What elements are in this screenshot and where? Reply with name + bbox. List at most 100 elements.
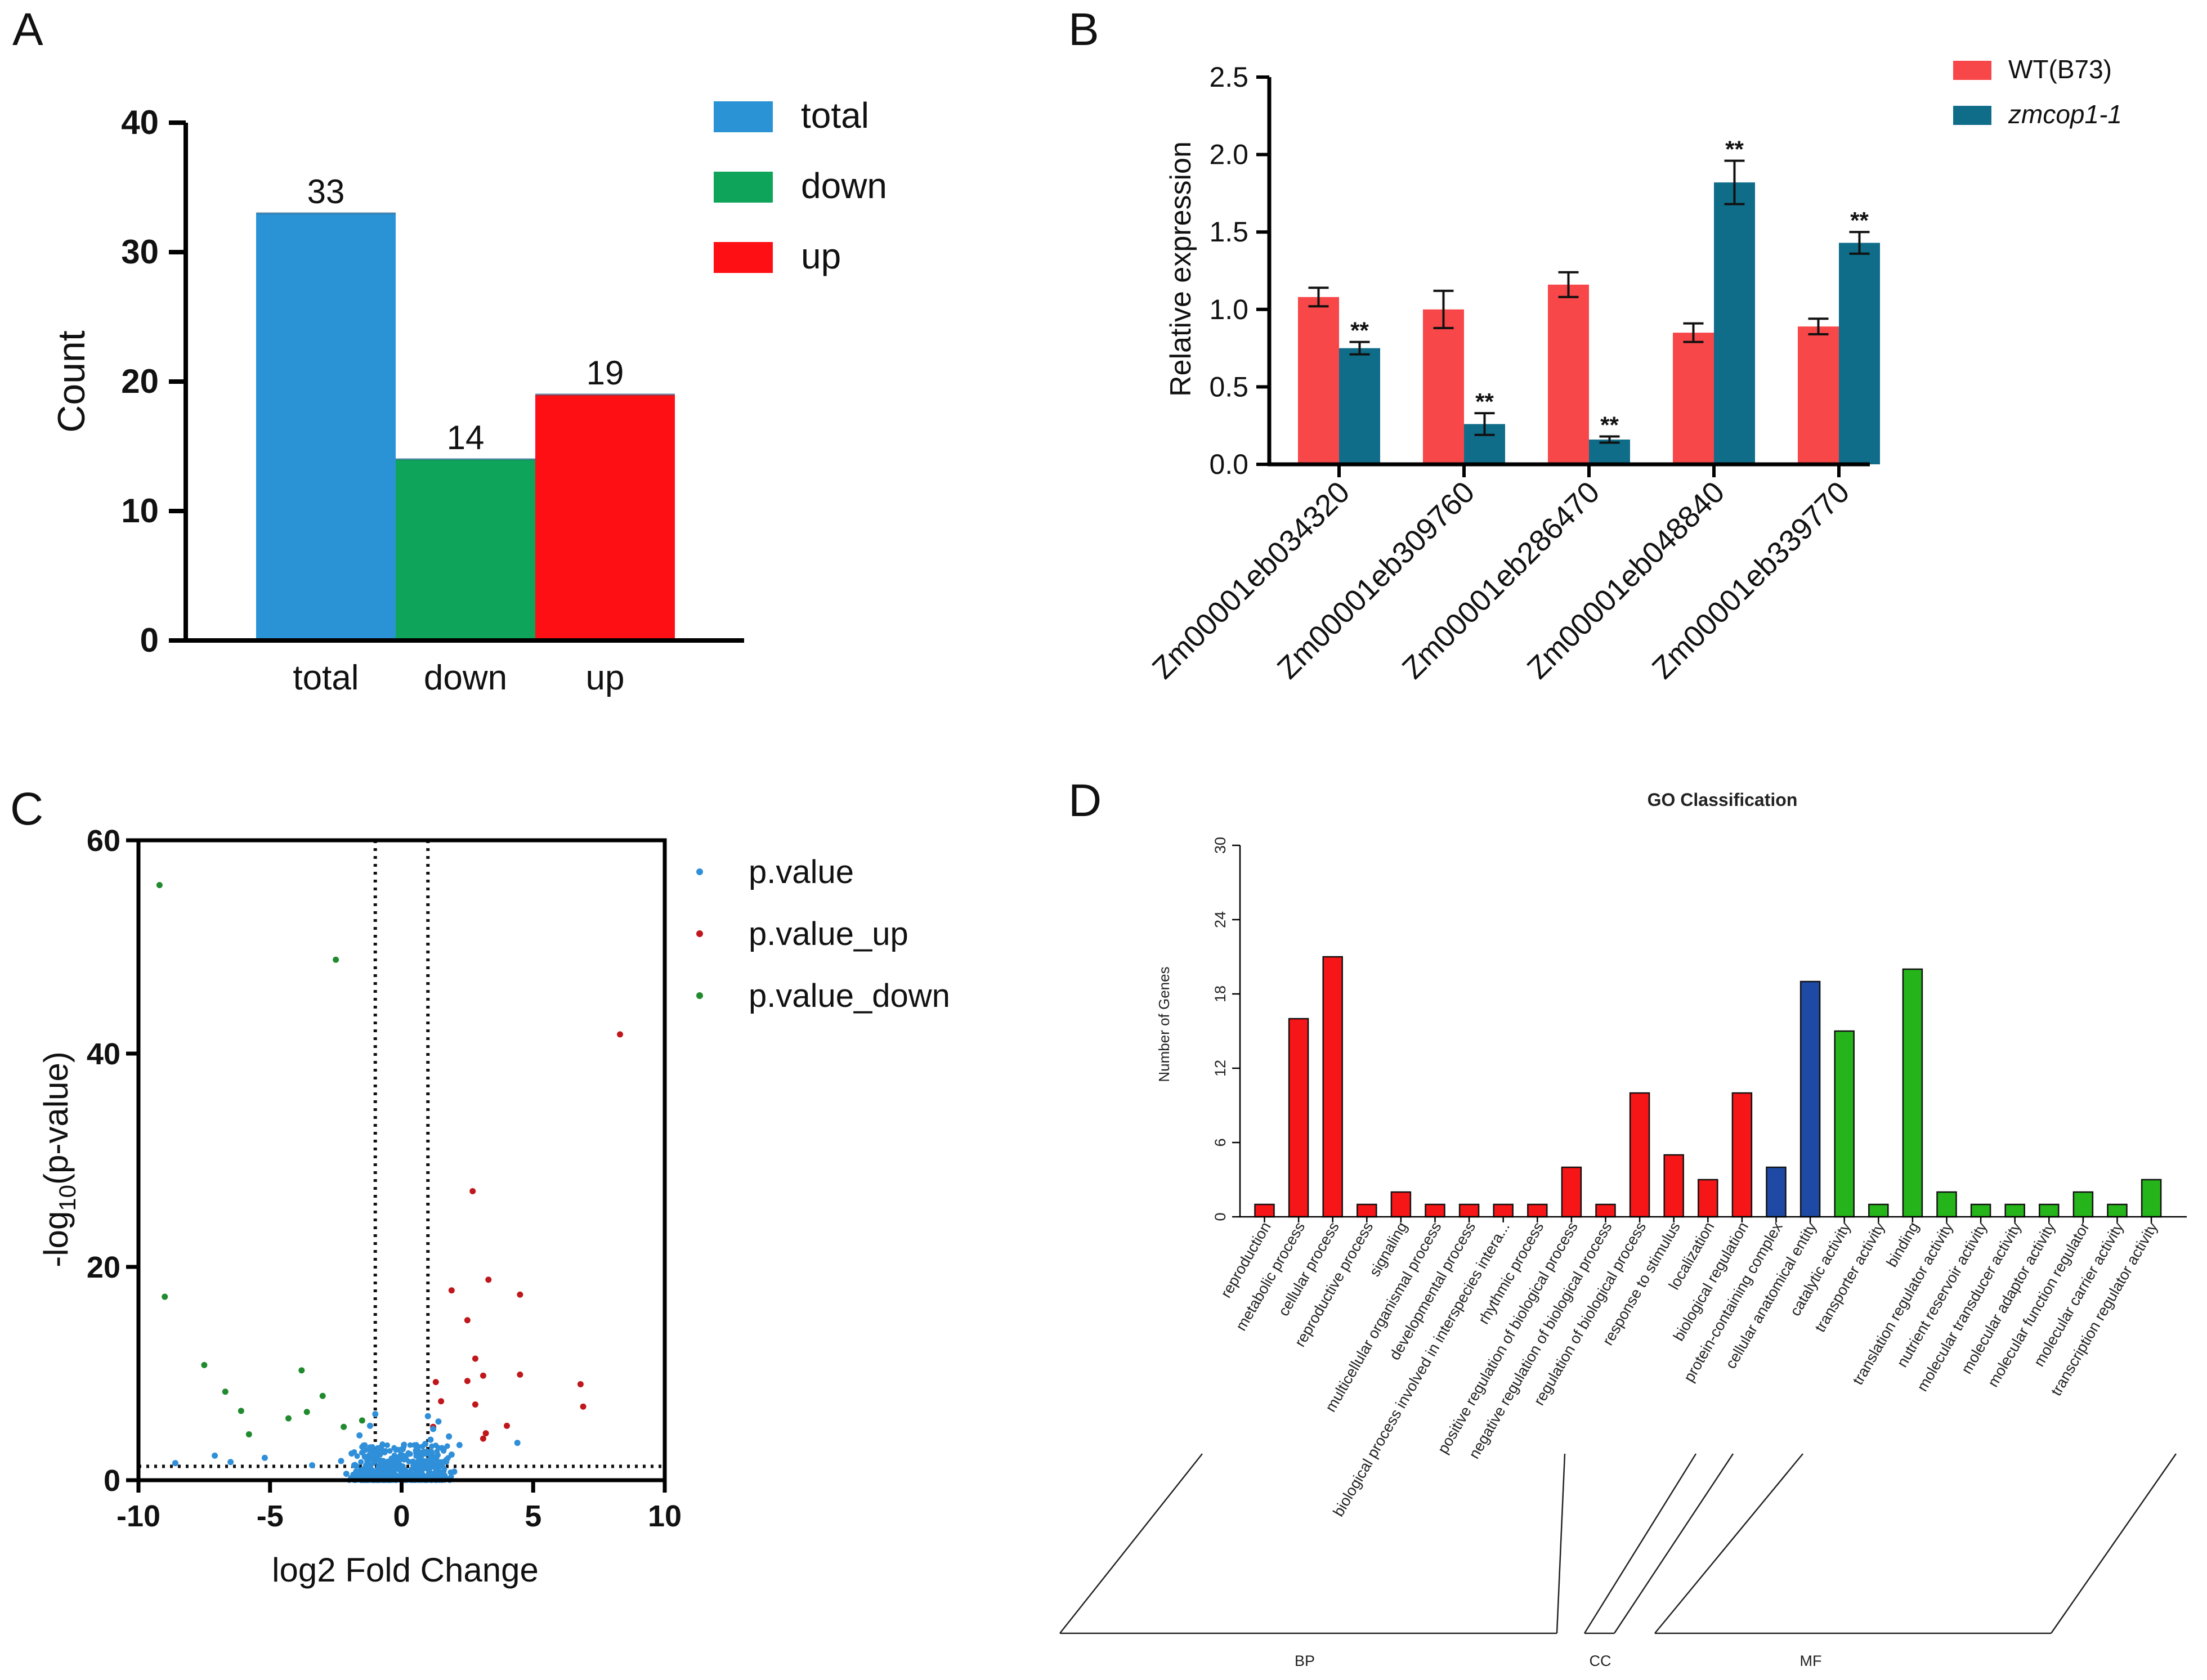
panel-c-point-p-value xyxy=(366,1422,373,1429)
panel-c-point-p-value-up xyxy=(485,1276,492,1283)
panel-d-bar-bp xyxy=(1357,1203,1377,1218)
panel-c-point-p-value xyxy=(359,1472,365,1479)
panel-c-point-cloud xyxy=(388,1460,395,1466)
panel-d-group-brackets: BP CC MF xyxy=(1059,1453,2177,1669)
panel-d-y-tick-label: 6 xyxy=(1212,1138,1229,1146)
panel-c-point-cloud xyxy=(406,1458,412,1464)
panel-c-point-p-value xyxy=(448,1451,455,1458)
panel-d-group-label: MF xyxy=(1800,1652,1822,1669)
panel-c-point-p-value-down xyxy=(333,956,339,963)
panel-c-point-cloud xyxy=(415,1444,421,1450)
panel-c-point-cloud xyxy=(379,1441,386,1447)
panel-c-point-p-value xyxy=(432,1464,439,1471)
panel-c-x-tick-label: -10 xyxy=(117,1499,160,1533)
panel-c-point-p-value-up xyxy=(577,1381,584,1387)
panel-b-y-tick-label: 0.0 xyxy=(1209,449,1248,480)
panel-b-bar-mutant xyxy=(1714,182,1755,464)
panel-d-bar-mf xyxy=(1834,1030,1855,1218)
panel-c-point-cloud xyxy=(394,1472,400,1479)
panel-b-y-tick-label: 2.5 xyxy=(1209,61,1248,93)
panel-c-point-p-value-up xyxy=(432,1379,439,1386)
panel-a-bar-up xyxy=(535,395,675,640)
panel-c-point-p-value-down xyxy=(285,1415,292,1422)
panel-b-legend-label: WT(B73) xyxy=(2008,55,2112,84)
panel-c-point-cloud xyxy=(428,1464,434,1471)
panel-a-count-chart: 0 10 20 30 40 33 14 19 total down up Count total… xyxy=(50,95,887,697)
panel-d-group-label: BP xyxy=(1295,1652,1315,1669)
panel-c-point-p-value-up xyxy=(482,1430,489,1437)
panel-d-bar-bp xyxy=(1322,956,1343,1218)
panel-c-point-p-value-up xyxy=(504,1422,510,1429)
panel-b-significance-mark: ** xyxy=(1850,207,1869,234)
panel-c-point-cloud xyxy=(384,1442,390,1448)
panel-c-y-label-sub: 10 xyxy=(54,1185,80,1211)
panel-c-x-tick-label: 5 xyxy=(525,1499,541,1533)
panel-c-point-cloud xyxy=(360,1442,366,1448)
panel-c-point-cloud xyxy=(354,1453,360,1459)
panel-c-y-tick-label: 20 xyxy=(87,1251,120,1284)
panel-a-legend-label: up xyxy=(801,236,841,276)
panel-d-title: GO Classification xyxy=(1648,790,1798,810)
panel-c-x-tick-label: 10 xyxy=(648,1499,682,1533)
panel-b-y-tick-label: 1.5 xyxy=(1209,216,1248,248)
panel-c-point-cloud xyxy=(387,1448,393,1454)
panel-d-group-bracket xyxy=(1583,1453,1734,1634)
panel-b-y-axis: 0.0 0.5 1.0 1.5 2.0 2.5 xyxy=(1209,61,1269,480)
panel-a-legend-swatch xyxy=(714,242,773,273)
panel-b-y-tick-label: 0.5 xyxy=(1209,371,1248,402)
panel-c-point-cloud xyxy=(428,1448,435,1454)
panel-d-bar-mf xyxy=(2039,1203,2060,1218)
panel-a-x-labels: total down up xyxy=(293,658,624,697)
panel-c-point-p-value xyxy=(424,1413,431,1419)
panel-d-bar-mf xyxy=(1970,1203,1991,1218)
panel-a-value-label: 14 xyxy=(447,419,485,456)
panel-c-point-p-value xyxy=(411,1465,418,1472)
panel-d-bar-bp xyxy=(1425,1203,1445,1218)
panel-d-y-tick-label: 12 xyxy=(1212,1060,1229,1077)
panel-b-bar-wt xyxy=(1798,326,1839,464)
panel-d-bar-bp xyxy=(1629,1092,1650,1218)
panel-d-bar-bp xyxy=(1731,1092,1753,1218)
panel-c-point-cloud xyxy=(373,1457,379,1463)
panel-letter-d: D xyxy=(1068,775,1102,826)
panel-c-point-p-value xyxy=(338,1458,344,1464)
panel-c-legend-marker xyxy=(696,930,703,937)
panel-c-point-p-value xyxy=(451,1468,458,1475)
panel-d-bar-bp xyxy=(1390,1191,1412,1218)
panel-a-bar-total xyxy=(256,213,396,640)
panel-d-bar-bp xyxy=(1493,1203,1514,1218)
panel-c-point-p-value xyxy=(438,1471,445,1477)
panel-c-point-p-value xyxy=(430,1426,437,1432)
panel-letter-a: A xyxy=(12,4,43,55)
panel-c-point-p-value-down xyxy=(303,1409,310,1415)
panel-c-point-cloud xyxy=(397,1463,404,1469)
panel-a-x-tick-label: down xyxy=(424,658,507,697)
panel-c-point-p-value xyxy=(377,1461,384,1468)
panel-c-y-label-tail: (p-value) xyxy=(37,1051,75,1185)
panel-d-y-tick-label: 18 xyxy=(1212,985,1229,1002)
panel-letter-c: C xyxy=(10,783,43,835)
panel-a-legend-swatch xyxy=(714,101,773,132)
panel-c-point-p-value-down xyxy=(245,1431,252,1438)
panel-c-point-p-value-down xyxy=(359,1417,365,1424)
panel-c-axes-ticks: 0 20 40 60 -10 -5 0 5 10 xyxy=(87,824,682,1533)
panel-c-point-cloud xyxy=(426,1469,432,1475)
panel-c-point-p-value-up xyxy=(438,1398,445,1405)
panel-c-point-cloud xyxy=(391,1445,397,1451)
panel-b-significance-mark: ** xyxy=(1475,388,1494,415)
panel-c-point-p-value xyxy=(514,1440,521,1446)
panel-c-point-p-value xyxy=(419,1472,426,1479)
panel-c-y-label-main: -log xyxy=(37,1211,75,1267)
panel-b-bar-wt xyxy=(1548,284,1589,464)
panel-a-legend-swatch xyxy=(714,172,773,203)
panel-c-point-p-value xyxy=(385,1464,392,1471)
panel-c-point-cloud xyxy=(398,1473,404,1479)
panel-c-legend-label: p.value xyxy=(749,854,854,890)
panel-b-significance-mark: ** xyxy=(1600,411,1619,438)
panel-c-point-p-value xyxy=(414,1460,421,1467)
panel-b-significance-mark: ** xyxy=(1725,136,1744,163)
panel-b-legend-swatch xyxy=(1953,61,1991,80)
panel-b-bars: ** ** ** ** ** xyxy=(1298,136,1880,464)
